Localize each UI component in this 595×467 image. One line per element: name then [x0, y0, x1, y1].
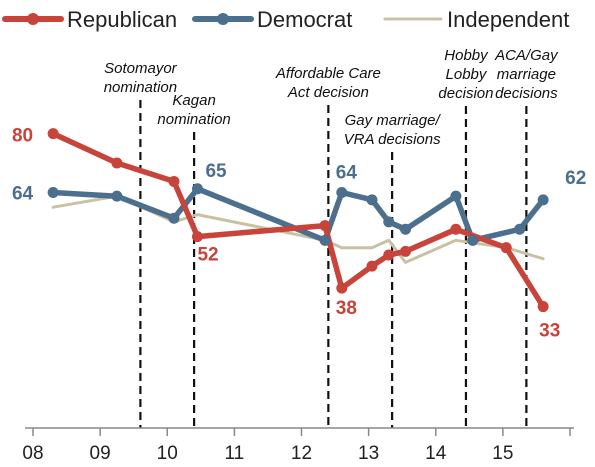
- point-democrat-3: [168, 212, 180, 224]
- point-democrat-1: [47, 186, 59, 198]
- x-tick-label-15: 15: [492, 443, 513, 464]
- x-axis: 08 09 10 11 12 13 14 15: [22, 427, 574, 464]
- legend: Republican Democrat Independent: [2, 7, 569, 32]
- point-republican-7: [366, 260, 378, 272]
- point-republican-12: [537, 301, 549, 313]
- data-points: [47, 128, 549, 313]
- data-label-republican-1: 80: [12, 126, 33, 147]
- point-democrat-2: [111, 190, 123, 202]
- point-republican-2: [111, 157, 123, 169]
- data-label-democrat-6: 64: [336, 162, 358, 183]
- point-republican-1: [47, 128, 59, 140]
- point-republican-6: [336, 282, 348, 294]
- x-tick-label-09: 09: [90, 443, 111, 464]
- point-democrat-9: [400, 223, 412, 235]
- x-tick-label-11: 11: [225, 443, 245, 464]
- x-tick-label-08: 08: [22, 443, 43, 464]
- data-label-republican-12: 33: [539, 321, 560, 342]
- data-labels: 80 52 38 33 64 65 64 62: [12, 126, 586, 342]
- point-republican-5: [319, 220, 331, 232]
- series-line-independent: [51, 194, 545, 264]
- point-democrat-6: [336, 186, 348, 198]
- legend-label-democrat: Democrat: [257, 7, 352, 32]
- series-lines: [50, 130, 546, 310]
- legend-marker-democrat: [217, 13, 229, 25]
- point-democrat-13: [537, 194, 549, 206]
- point-republican-4: [191, 231, 203, 243]
- event-label-1: Sotomayor nomination: [104, 60, 178, 96]
- event-label-2: Kagan nomination: [157, 92, 230, 128]
- legend-label-independent: Independent: [447, 7, 569, 32]
- point-republican-3: [168, 175, 180, 187]
- point-democrat-11: [467, 234, 479, 246]
- x-tick-label-14: 14: [425, 443, 447, 464]
- data-label-democrat-13: 62: [565, 168, 586, 189]
- point-republican-10: [450, 223, 462, 235]
- event-label-6: ACA/Gay marriage decisions: [494, 47, 559, 102]
- point-democrat-8: [383, 216, 395, 228]
- point-democrat-7: [366, 194, 378, 206]
- x-tick-label-12: 12: [291, 443, 312, 464]
- point-republican-8: [383, 249, 395, 261]
- legend-marker-republican: [27, 13, 39, 25]
- data-label-republican-6: 38: [336, 298, 357, 319]
- event-label-3: Affordable Care Act decision: [275, 65, 381, 101]
- data-label-democrat-1: 64: [12, 183, 34, 204]
- point-democrat-10: [450, 190, 462, 202]
- point-democrat-5: [319, 234, 331, 246]
- x-tick-label-10: 10: [157, 443, 178, 464]
- event-label-4: Gay marriage/VRA decisions: [344, 112, 442, 148]
- legend-label-republican: Republican: [67, 7, 177, 32]
- data-label-democrat-4: 65: [205, 161, 227, 182]
- event-label-5: Hobby Lobby decision: [438, 47, 493, 102]
- point-republican-9: [400, 245, 412, 257]
- x-tick-label-13: 13: [358, 443, 379, 464]
- data-label-republican-4: 52: [197, 245, 218, 266]
- point-democrat-4: [191, 183, 203, 195]
- point-democrat-12: [514, 223, 526, 235]
- point-republican-11: [500, 242, 512, 254]
- series-line-republican: [50, 130, 546, 310]
